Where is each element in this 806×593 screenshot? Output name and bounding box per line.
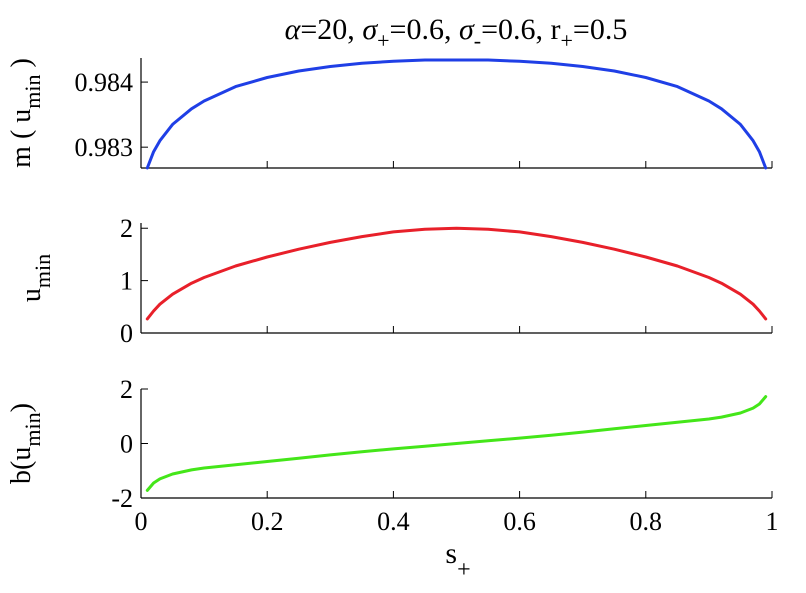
x-axis-label: s+ [445, 537, 470, 583]
y-axis-label: b(umin) [6, 403, 45, 484]
x-tick-label: 1 [766, 507, 779, 536]
series-line [145, 58, 768, 170]
x-tick-label: 0.4 [377, 507, 410, 536]
y-tick-label: 1 [120, 267, 133, 296]
series-line [145, 395, 768, 492]
y-axis-label: umin [16, 254, 55, 302]
y-tick-label: 2 [120, 214, 133, 243]
y-tick-label: 0 [120, 430, 133, 459]
y-tick-label: 2 [120, 375, 133, 404]
x-tick-label: 0 [135, 507, 148, 536]
middle-panel: 0 1 2 umin [16, 214, 773, 348]
x-tick-label: 0.8 [630, 507, 663, 536]
series-line [145, 226, 768, 321]
x-tick-label: 0.2 [251, 507, 284, 536]
x-tick-label: 0.6 [503, 507, 536, 536]
y-axis-label: m ( umin ) [6, 58, 45, 168]
y-tick-label: 0 [120, 319, 133, 348]
y-tick-label: -2 [111, 484, 133, 513]
y-tick-label: 0.983 [75, 133, 134, 162]
top-panel: 0.983 0.984 m ( umin ) [6, 58, 773, 170]
chart-title: α=20, σ+=0.6, σ-=0.6, r+=0.5 [285, 13, 628, 53]
y-tick-label: 0.984 [75, 68, 134, 97]
